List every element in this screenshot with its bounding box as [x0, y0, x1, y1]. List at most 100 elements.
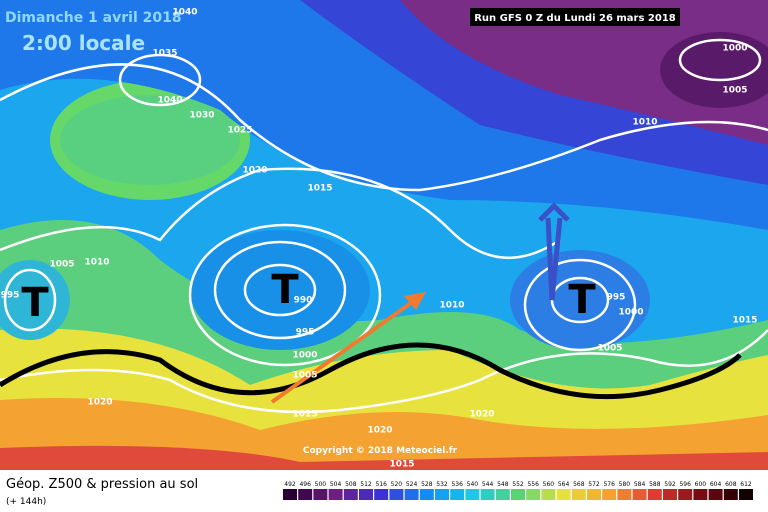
- isobar-label: 1040: [172, 8, 197, 18]
- isobar-label: 1010: [439, 301, 464, 311]
- map-time: 2:00 locale: [22, 31, 145, 55]
- isobar-label: 1010: [84, 258, 109, 268]
- colorbar-label: 592: [664, 481, 676, 488]
- colorbar-label: 516: [375, 481, 387, 488]
- colorbar-label: 612: [740, 481, 752, 488]
- low-marker: T: [271, 267, 299, 313]
- isobar-label: 1020: [367, 426, 392, 436]
- colorbar-label: 512: [360, 481, 372, 488]
- colorbar-swatch: [526, 489, 541, 500]
- isobar-label: 995: [296, 328, 315, 338]
- footer-lead: (+ 144h): [6, 497, 46, 507]
- run-box: [470, 8, 680, 26]
- isobar-label: 1025: [227, 126, 252, 136]
- footer-title: Géop. Z500 & pression au sol: [6, 477, 198, 492]
- colorbar-label: 532: [436, 481, 448, 488]
- colorbar-swatch: [678, 489, 693, 500]
- colorbar-label: 604: [710, 481, 722, 488]
- map-date: Dimanche 1 avril 2018: [5, 10, 182, 26]
- low-marker: T: [21, 280, 49, 326]
- colorbar-swatch: [587, 489, 601, 500]
- colorbar-label: 584: [634, 481, 646, 488]
- colorbar-label: 564: [558, 481, 570, 488]
- colorbar-swatch: [374, 489, 389, 500]
- colorbar-label: 576: [603, 481, 615, 488]
- colorbar-label: 588: [649, 481, 661, 488]
- colorbar-swatch: [480, 489, 495, 500]
- colorbar-swatch: [404, 489, 419, 500]
- colorbar-swatch: [723, 489, 738, 500]
- copyright: Copyright © 2018 Meteociel.fr: [303, 446, 458, 456]
- z500-line: [0, 342, 742, 400]
- isobar-label: 1035: [152, 49, 177, 59]
- isobar-label: 1020: [469, 410, 494, 420]
- colorbar-label: 540: [467, 481, 479, 488]
- isobar-label: 1015: [732, 316, 757, 326]
- colorbar-label: 544: [482, 481, 494, 488]
- colorbar-swatch: [465, 489, 480, 500]
- colorbar-swatch: [359, 489, 373, 500]
- colorbar-swatch: [328, 489, 343, 500]
- isobar-label: 1020: [87, 398, 112, 408]
- isobar-label: 1040: [157, 96, 182, 106]
- run-label: Run GFS 0 Z du Lundi 26 mars 2018: [474, 13, 676, 24]
- colorbar-swatch: [571, 489, 586, 500]
- background: [0, 0, 768, 470]
- colorbar-label: 600: [695, 481, 707, 488]
- colorbar-swatch: [556, 489, 571, 500]
- colorbar-swatch: [313, 489, 328, 500]
- isobar-label: 1010: [632, 118, 657, 128]
- colorbar-label: 528: [421, 481, 433, 488]
- arrows: [270, 202, 570, 404]
- isobars: [0, 38, 768, 414]
- isobar-label: 1005: [292, 371, 317, 381]
- colorbar-label: 520: [391, 481, 403, 488]
- isobar-label: 995: [607, 293, 626, 303]
- isobar-label: 1000: [722, 44, 747, 54]
- colorbar-label: 504: [330, 481, 342, 488]
- colorbar-swatch: [283, 489, 297, 500]
- colorbar-swatch: [663, 489, 677, 500]
- colorbar-label: 580: [619, 481, 631, 488]
- colorbar-label: 496: [299, 481, 311, 488]
- isobar-label: 1015: [389, 460, 414, 470]
- colorbar-label: 524: [406, 481, 418, 488]
- colorbar-swatch: [495, 489, 510, 500]
- colorbar-swatch: [693, 489, 708, 500]
- colorbar-label: 500: [315, 481, 327, 488]
- isobar-label: 990: [294, 296, 313, 306]
- isobar-label: 995: [1, 291, 20, 301]
- colorbar-label: 572: [588, 481, 600, 488]
- colorbar-label: 596: [679, 481, 691, 488]
- isobar-label: 1015: [307, 184, 332, 194]
- colorbar-label: 548: [497, 481, 509, 488]
- colorbar-swatch: [541, 489, 556, 500]
- colorbar-swatch: [298, 489, 313, 500]
- colorbar-swatch: [617, 489, 632, 500]
- colorbar-swatch: [602, 489, 617, 500]
- colorbar-label: 560: [543, 481, 555, 488]
- colorbar-swatch: [389, 489, 404, 500]
- isobar-label: 1020: [242, 166, 267, 176]
- colorbar-swatch: [647, 489, 662, 500]
- colorbar-label: 556: [527, 481, 539, 488]
- colorbar-swatch: [511, 489, 525, 500]
- colorbar-swatch: [632, 489, 647, 500]
- low-marker: T: [568, 277, 596, 323]
- colorbar-swatch: [708, 489, 723, 500]
- colorbar-label: 536: [451, 481, 463, 488]
- colorbar-label: 552: [512, 481, 524, 488]
- colorbar-label: 568: [573, 481, 585, 488]
- lows: T T T: [21, 267, 596, 326]
- isobar-label: 1015: [292, 410, 317, 420]
- isobar-label: 1005: [597, 344, 622, 354]
- colorbar-swatch: [419, 489, 434, 500]
- colorbar-swatch: [435, 489, 449, 500]
- isobar-label: 1000: [292, 351, 317, 361]
- colorbar-swatch: [739, 489, 753, 500]
- colorbar: 492 496 500 504 508 512 516 520 524 528 532 536 540 5…: [283, 481, 753, 500]
- colorbar-label: 492: [284, 481, 296, 488]
- colorbar-swatch: [450, 489, 465, 500]
